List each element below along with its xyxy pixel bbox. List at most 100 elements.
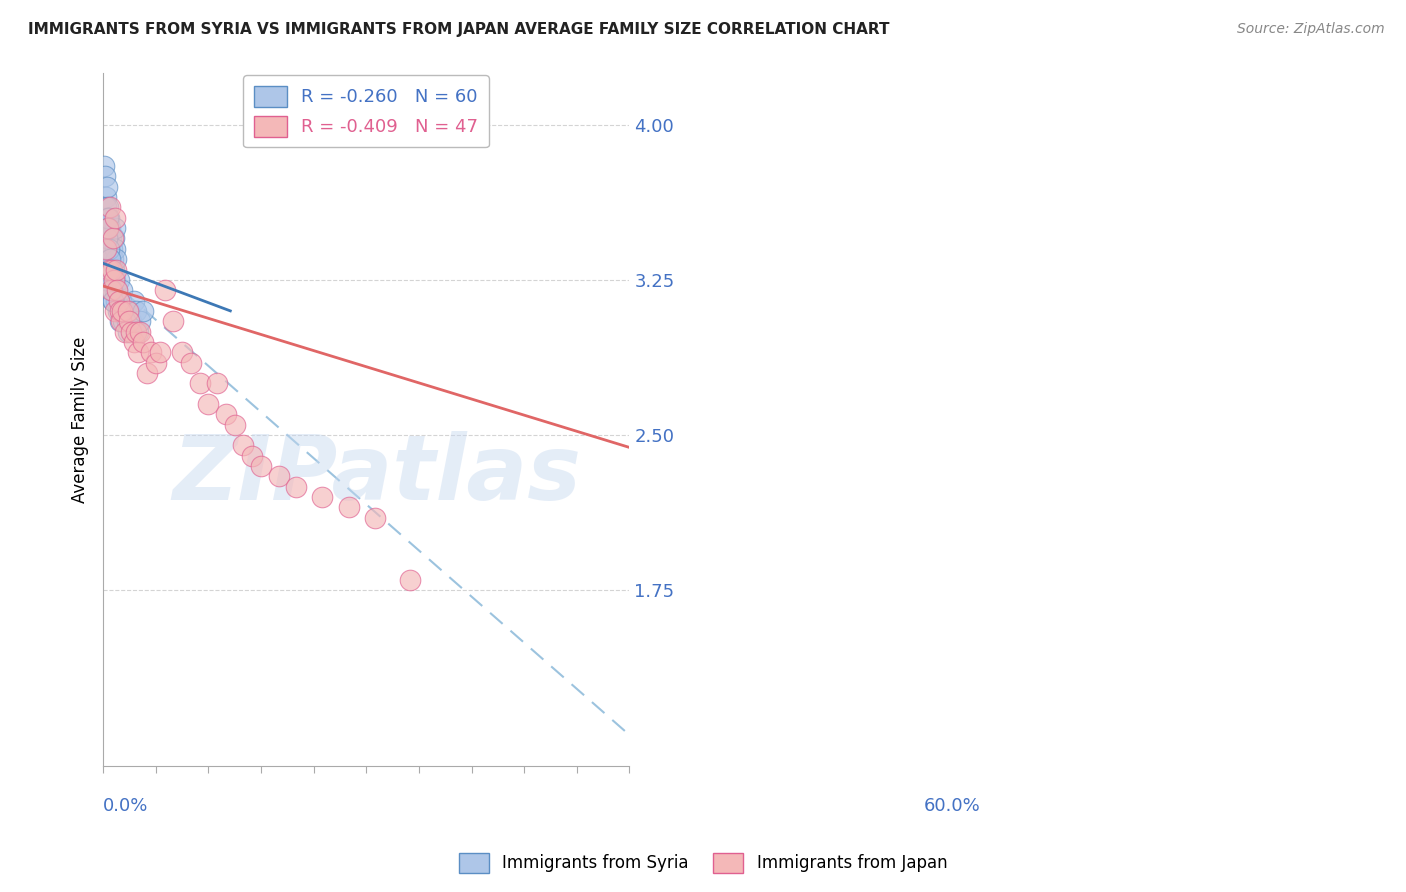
Point — [105, 283, 128, 297]
Point — [250, 458, 273, 473]
Point — [96, 179, 118, 194]
Point — [149, 345, 172, 359]
Point — [215, 407, 238, 421]
Text: 0.0%: 0.0% — [103, 797, 149, 814]
Point — [94, 190, 117, 204]
Point — [98, 242, 121, 256]
Text: ZIPatlas: ZIPatlas — [173, 431, 581, 519]
Point — [170, 345, 193, 359]
Point — [117, 325, 139, 339]
Point — [129, 325, 152, 339]
Point — [111, 304, 134, 318]
Point — [153, 283, 176, 297]
Point — [114, 304, 136, 318]
Point — [96, 221, 118, 235]
Point — [98, 221, 121, 235]
Point — [117, 304, 139, 318]
Point — [103, 211, 125, 225]
Point — [120, 314, 142, 328]
Text: IMMIGRANTS FROM SYRIA VS IMMIGRANTS FROM JAPAN AVERAGE FAMILY SIZE CORRELATION C: IMMIGRANTS FROM SYRIA VS IMMIGRANTS FROM… — [28, 22, 890, 37]
Point — [108, 304, 131, 318]
Point — [105, 252, 128, 267]
Point — [104, 304, 127, 318]
Point — [94, 201, 117, 215]
Point — [110, 293, 132, 308]
Legend: Immigrants from Syria, Immigrants from Japan: Immigrants from Syria, Immigrants from J… — [451, 847, 955, 880]
Y-axis label: Average Family Size: Average Family Size — [72, 336, 89, 503]
Point — [141, 345, 163, 359]
Point — [100, 231, 122, 245]
Point — [145, 356, 167, 370]
Point — [98, 201, 121, 215]
Point — [103, 273, 125, 287]
Point — [101, 293, 124, 308]
Point — [98, 242, 121, 256]
Point — [232, 438, 254, 452]
Point — [98, 252, 121, 267]
Text: Source: ZipAtlas.com: Source: ZipAtlas.com — [1237, 22, 1385, 37]
Point — [105, 262, 128, 277]
Legend: R = -0.260   N = 60, R = -0.409   N = 47: R = -0.260 N = 60, R = -0.409 N = 47 — [243, 75, 489, 147]
Point — [98, 252, 121, 267]
Point — [100, 283, 122, 297]
Point — [267, 469, 290, 483]
Point — [120, 325, 142, 339]
Point — [96, 211, 118, 225]
Point — [100, 262, 122, 277]
Point — [337, 500, 360, 515]
Point — [94, 169, 117, 184]
Point — [98, 211, 121, 225]
Point — [101, 283, 124, 297]
Point — [94, 262, 117, 277]
Point — [110, 314, 132, 328]
Point — [96, 201, 118, 215]
Point — [399, 573, 422, 587]
Point — [97, 231, 120, 245]
Point — [103, 273, 125, 287]
Point — [97, 242, 120, 256]
Point — [101, 231, 124, 245]
Text: 60.0%: 60.0% — [924, 797, 980, 814]
Point — [97, 221, 120, 235]
Point — [125, 304, 148, 318]
Point — [108, 293, 131, 308]
Point — [98, 262, 121, 277]
Point — [127, 345, 149, 359]
Point — [107, 304, 129, 318]
Point — [98, 252, 121, 267]
Point — [93, 159, 115, 173]
Point — [108, 273, 131, 287]
Point — [162, 314, 184, 328]
Point — [104, 242, 127, 256]
Point — [125, 325, 148, 339]
Point — [129, 314, 152, 328]
Point — [122, 334, 145, 349]
Point — [136, 366, 159, 380]
Point — [94, 242, 117, 256]
Point — [96, 231, 118, 245]
Point — [127, 325, 149, 339]
Point — [101, 242, 124, 256]
Point — [94, 273, 117, 287]
Point — [180, 356, 202, 370]
Point — [285, 480, 308, 494]
Point — [188, 376, 211, 391]
Point — [105, 283, 128, 297]
Point — [131, 304, 153, 318]
Point — [364, 510, 387, 524]
Point — [224, 417, 246, 432]
Point — [103, 262, 125, 277]
Point — [110, 304, 132, 318]
Point — [101, 262, 124, 277]
Point — [131, 334, 153, 349]
Point — [118, 304, 141, 318]
Point — [101, 293, 124, 308]
Point — [311, 490, 333, 504]
Point — [98, 262, 121, 277]
Point — [122, 293, 145, 308]
Point — [114, 325, 136, 339]
Point — [105, 293, 128, 308]
Point — [101, 252, 124, 267]
Point — [96, 211, 118, 225]
Point — [101, 283, 124, 297]
